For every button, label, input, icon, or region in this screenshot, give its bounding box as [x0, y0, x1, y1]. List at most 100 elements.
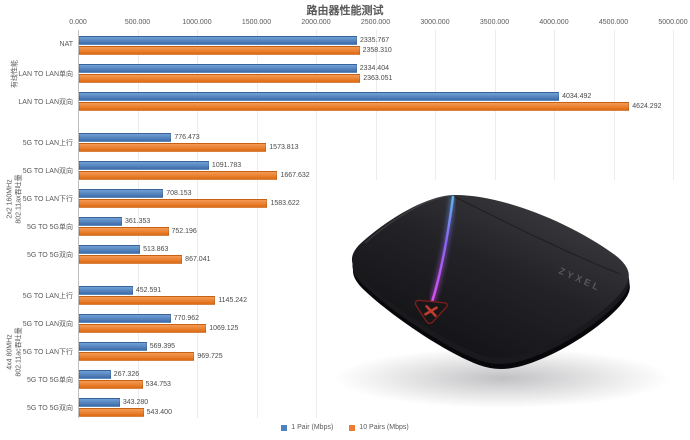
- bar-series1: [79, 217, 122, 226]
- legend-swatch-blue: [281, 424, 288, 431]
- bar-value-label: 2363.051: [363, 75, 393, 82]
- axis-tick-label: 5000.000: [658, 19, 688, 26]
- bar-value-label: 2358.310: [362, 47, 392, 54]
- axis-tick-label: 4000.000: [539, 19, 569, 26]
- bar-series1: [79, 245, 141, 254]
- axis-tick-label: 4500.000: [598, 19, 629, 26]
- bar-value-label: 752.196: [171, 228, 197, 235]
- y-axis-line: [78, 30, 79, 418]
- category-label: LAN TO LAN双向: [18, 99, 73, 106]
- legend-item-10-pairs: 10 Pairs (Mbps): [349, 424, 409, 431]
- axis-tick-label: 1000.000: [182, 19, 212, 26]
- gridline: [613, 30, 615, 418]
- bar-series1: [79, 161, 209, 170]
- bar-series1: [79, 36, 357, 45]
- axis-tick-label: 3500.000: [479, 19, 510, 26]
- axis-tick-label: 2000.000: [301, 19, 331, 26]
- bar-value-label: 1667.632: [280, 172, 310, 179]
- bar-value-label: 543.400: [146, 409, 172, 416]
- chart-legend: 1 Pair (Mbps) 10 Pairs (Mbps): [0, 424, 690, 431]
- legend-label-10-pairs: 10 Pairs (Mbps): [359, 424, 409, 431]
- bar-value-label: 267.326: [113, 371, 140, 378]
- bar-series2: [79, 296, 216, 305]
- bar-value-label: 343.280: [122, 399, 149, 406]
- bar-series1: [79, 189, 164, 198]
- bar-series2: [79, 199, 268, 208]
- gridline: [673, 30, 674, 418]
- axis-tick-label: 2500.000: [360, 19, 391, 26]
- bar-value-label: 1069.125: [209, 325, 239, 332]
- chart-title: 路由器性能测试: [306, 5, 384, 17]
- gridline: [137, 30, 139, 418]
- bar-value-label: 513.863: [143, 246, 169, 253]
- category-label: 5G TO LAN上行: [22, 140, 73, 147]
- bar-series2: [79, 102, 630, 111]
- category-label: LAN TO LAN单向: [18, 71, 73, 78]
- bar-series2: [79, 171, 278, 180]
- gridline: [554, 30, 555, 418]
- bar-series1: [79, 342, 147, 351]
- category-label: 5G TO LAN双向: [22, 168, 73, 175]
- bar-value-label: 2335.767: [359, 37, 390, 44]
- bar-value-label: 2334.404: [359, 65, 389, 72]
- bar-value-label: 1145.242: [218, 297, 247, 304]
- bar-value-label: 1091.783: [211, 162, 242, 169]
- bar-value-label: 770.962: [173, 315, 200, 322]
- bar-value-label: 776.473: [174, 134, 200, 141]
- bar-series2: [79, 324, 207, 333]
- category-label: 5G TO 5G单向: [26, 224, 73, 231]
- category-label: 5G TO LAN上行: [22, 293, 73, 300]
- gridline: [197, 30, 198, 418]
- bar-series1: [79, 92, 560, 101]
- bar-series2: [79, 46, 360, 55]
- bar-value-label: 534.753: [145, 381, 171, 388]
- category-label: 5G TO 5G双向: [26, 252, 73, 259]
- gridline: [316, 30, 317, 418]
- legend-label-1-pair: 1 Pair (Mbps): [291, 424, 334, 431]
- bar-series2: [79, 74, 361, 83]
- bar-series2: [79, 227, 169, 236]
- bar-series2: [79, 255, 183, 264]
- bar-value-label: 708.153: [166, 190, 192, 197]
- legend-item-1-pair: 1 Pair (Mbps): [281, 424, 333, 431]
- bar-series2: [79, 380, 143, 389]
- bar-series1: [79, 314, 171, 323]
- bar-series1: [79, 133, 172, 142]
- bar-series1: [79, 286, 133, 295]
- bar-series1: [79, 370, 111, 379]
- bar-value-label: 867.041: [185, 256, 211, 263]
- group-label: 有线性能: [11, 59, 19, 88]
- category-label: 5G TO LAN双向: [22, 321, 73, 328]
- axis-tick-label: 500.000: [124, 19, 151, 26]
- bar-value-label: 569.395: [149, 343, 176, 350]
- bar-value-label: 969.725: [197, 353, 223, 360]
- category-label: 5G TO 5G单向: [26, 377, 73, 384]
- bar-value-label: 361.353: [125, 218, 151, 225]
- bar-value-label: 4034.492: [562, 93, 592, 100]
- axis-tick-label: 0.000: [69, 19, 87, 26]
- gridline: [256, 30, 258, 418]
- bar-series1: [79, 398, 120, 407]
- bar-value-label: 1573.813: [269, 144, 299, 151]
- gridline: [494, 30, 496, 418]
- gridline: [375, 30, 377, 418]
- axis-tick-label: 1500.000: [241, 19, 272, 26]
- axis-tick-label: 3000.000: [420, 19, 450, 26]
- bar-value-label: 4624.292: [632, 103, 662, 110]
- bar-value-label: 1583.622: [270, 200, 300, 207]
- bar-value-label: 452.591: [135, 287, 162, 294]
- bar-series2: [79, 352, 195, 361]
- group-label: 4x4 80MHz 802.11ac吞吐量: [6, 326, 23, 377]
- category-label: NAT: [59, 41, 73, 48]
- legend-swatch-orange: [349, 424, 356, 431]
- gridline: [435, 30, 436, 418]
- category-label: 5G TO LAN下行: [22, 196, 73, 203]
- category-label: 5G TO LAN下行: [22, 349, 73, 356]
- category-label: 5G TO 5G双向: [26, 405, 73, 412]
- group-label: 2x2 160MHz 802.11ax吞吐量: [6, 173, 23, 224]
- bar-series1: [79, 64, 357, 73]
- bar-series2: [79, 408, 144, 417]
- bar-series2: [79, 143, 267, 152]
